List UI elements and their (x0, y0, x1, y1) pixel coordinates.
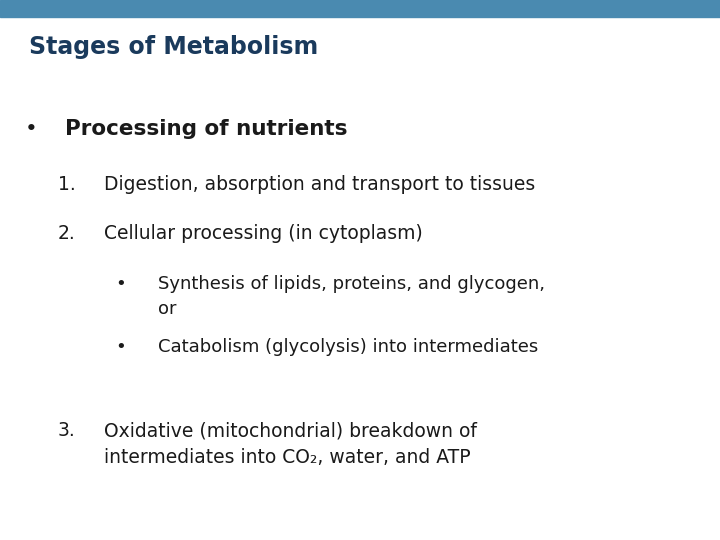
Text: •: • (115, 275, 126, 293)
Bar (0, 0, 720, 17)
Text: Catabolism (glycolysis) into intermediates: Catabolism (glycolysis) into intermediat… (158, 338, 539, 355)
Text: Synthesis of lipids, proteins, and glycogen,
or: Synthesis of lipids, proteins, and glyco… (158, 275, 546, 319)
Text: Oxidative (mitochondrial) breakdown of
intermediates into CO₂, water, and ATP: Oxidative (mitochondrial) breakdown of i… (104, 421, 477, 467)
Text: •: • (25, 119, 38, 139)
Text: Digestion, absorption and transport to tissues: Digestion, absorption and transport to t… (104, 176, 536, 194)
Text: Stages of Metabolism: Stages of Metabolism (29, 35, 318, 59)
Text: 3.: 3. (58, 421, 76, 440)
Text: 1.: 1. (58, 176, 76, 194)
Text: 2.: 2. (58, 224, 76, 243)
Text: Cellular processing (in cytoplasm): Cellular processing (in cytoplasm) (104, 224, 423, 243)
Text: Processing of nutrients: Processing of nutrients (65, 119, 347, 139)
Text: •: • (115, 338, 126, 355)
